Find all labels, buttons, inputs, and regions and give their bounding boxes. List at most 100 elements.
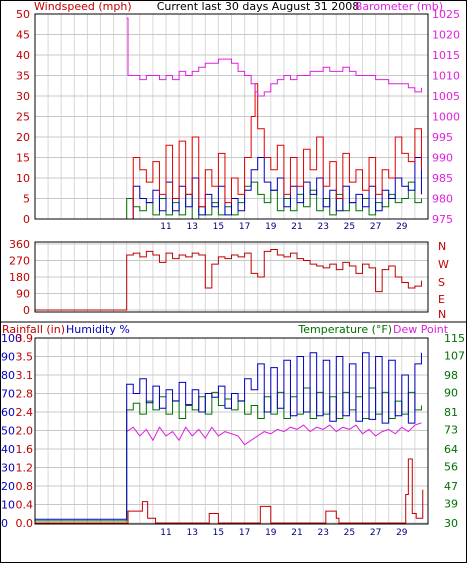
x-tick-label: 21 bbox=[291, 222, 302, 232]
temp-tick-label: 39 bbox=[444, 497, 458, 510]
temp-tick-label: 30 bbox=[444, 517, 458, 530]
temp-tick-label: 47 bbox=[444, 480, 458, 493]
rain-tick-label: 3.1 bbox=[16, 369, 34, 382]
rain-tick-label: 3.5 bbox=[16, 351, 34, 364]
x-tick-label: 11 bbox=[160, 222, 171, 232]
chart3-temp-label: Temperature (°F) bbox=[297, 323, 392, 336]
series-direction bbox=[35, 249, 422, 311]
humidity-tick-label: 70 bbox=[1, 388, 15, 401]
chart1-left-axis: 0 5 10 15 20 25 30 35 40 45 50 bbox=[16, 8, 30, 226]
x-tick-label: 19 bbox=[265, 222, 277, 232]
temp-tick-label: 90 bbox=[444, 386, 458, 399]
chart3-rain-axis: 0.0 0.4 0.8 1.2 1.6 2.0 2.4 2.8 3.1 3.5 3.9 bbox=[16, 332, 34, 530]
y-left-tick-label: 0 bbox=[23, 304, 30, 317]
chart1-right-axis: 975 980 985 990 995 1000 1005 1010 1015 1020 1025 bbox=[432, 8, 460, 226]
y-right-tick-label: 1005 bbox=[432, 90, 460, 103]
humidity-tick-label: 30 bbox=[1, 462, 15, 475]
direction-letter: N bbox=[438, 240, 446, 253]
y-left-tick-label: 25 bbox=[16, 111, 30, 124]
humidity-tick-label: 40 bbox=[1, 443, 15, 456]
x-tick-label: 21 bbox=[291, 528, 302, 538]
y-left-tick-label: 20 bbox=[16, 131, 30, 144]
temp-tick-label: 64 bbox=[444, 443, 458, 456]
rain-tick-label: 0.4 bbox=[16, 499, 34, 512]
y-right-tick-label: 1010 bbox=[432, 70, 460, 83]
series-low bbox=[35, 181, 422, 220]
chart1-left-label: Windspeed (mph) bbox=[34, 0, 132, 13]
x-tick-label: 25 bbox=[344, 528, 355, 538]
chart3-humidity-label: Humidity % bbox=[66, 323, 130, 336]
y-right-tick-label: 1025 bbox=[432, 8, 460, 21]
chart1-title: Current last 30 days August 31 2008 bbox=[157, 0, 360, 13]
y-right-tick-label: 995 bbox=[432, 131, 453, 144]
y-left-tick-label: 45 bbox=[16, 29, 30, 42]
x-tick-label: 29 bbox=[396, 528, 408, 538]
humidity-tick-label: 10 bbox=[1, 499, 15, 512]
chart3-series bbox=[35, 352, 424, 524]
y-left-tick-label: 40 bbox=[16, 49, 30, 62]
humidity-tick-label: 90 bbox=[1, 351, 15, 364]
x-tick-label: 13 bbox=[186, 528, 197, 538]
x-tick-label: 25 bbox=[344, 222, 355, 232]
rain-tick-label: 0.8 bbox=[16, 480, 34, 493]
y-right-tick-label: 1000 bbox=[432, 111, 460, 124]
humidity-tick-label: 80 bbox=[1, 369, 15, 382]
humidity-tick-label: 20 bbox=[1, 480, 15, 493]
rain-tick-label: 2.4 bbox=[16, 406, 34, 419]
rain-tick-label: 0.0 bbox=[16, 517, 34, 530]
y-right-tick-label: 1015 bbox=[432, 49, 460, 62]
rain-tick-label: 2.0 bbox=[16, 425, 34, 438]
chart3-x-axis: 11 13 15 17 19 21 23 25 27 29 bbox=[160, 528, 408, 538]
temp-tick-label: 56 bbox=[444, 460, 458, 473]
y-left-tick-label: 50 bbox=[16, 8, 30, 21]
chart3-humidity-axis: 0 10 20 30 40 50 60 70 80 90 100 bbox=[1, 332, 22, 530]
series-barometer bbox=[126, 17, 422, 97]
y-left-tick-label: 360 bbox=[9, 238, 30, 251]
y-left-tick-label: 10 bbox=[16, 172, 30, 185]
chart3-dewpoint-label: Dew Point bbox=[393, 323, 449, 336]
rain-tick-label: 3.9 bbox=[16, 332, 34, 345]
direction-letter: E bbox=[438, 293, 445, 306]
direction-letter: S bbox=[438, 276, 445, 289]
humidity-tick-label: 50 bbox=[1, 425, 15, 438]
y-left-tick-label: 180 bbox=[9, 271, 30, 284]
x-tick-label: 17 bbox=[239, 528, 250, 538]
x-tick-label: 23 bbox=[317, 528, 328, 538]
y-right-tick-label: 985 bbox=[432, 172, 453, 185]
x-tick-label: 15 bbox=[213, 222, 224, 232]
humidity-tick-label: 60 bbox=[1, 406, 15, 419]
y-left-tick-label: 30 bbox=[16, 90, 30, 103]
chart3-temp-axis: 30 39 47 56 64 73 81 90 98 107 115 bbox=[444, 332, 465, 530]
series-dewpoint bbox=[126, 422, 422, 446]
x-tick-label: 11 bbox=[160, 528, 171, 538]
direction-letter: W bbox=[438, 258, 449, 271]
x-tick-label: 29 bbox=[396, 222, 408, 232]
x-tick-label: 15 bbox=[213, 528, 224, 538]
x-tick-label: 27 bbox=[370, 222, 381, 232]
y-right-tick-label: 1020 bbox=[432, 29, 460, 42]
series-gust bbox=[126, 83, 422, 220]
chart3-rain-label: Rainfall (in) bbox=[2, 323, 65, 336]
chart3-plot-border bbox=[34, 337, 429, 525]
series-humidity bbox=[35, 352, 422, 520]
direction-letter: N bbox=[438, 308, 446, 321]
y-right-tick-label: 975 bbox=[432, 213, 453, 226]
series-rainfall bbox=[35, 458, 424, 524]
y-left-tick-label: 0 bbox=[23, 213, 30, 226]
x-tick-label: 17 bbox=[239, 222, 250, 232]
chart2-left-axis: 0 90 180 270 360 bbox=[9, 238, 30, 317]
y-left-tick-label: 90 bbox=[16, 288, 30, 301]
x-tick-label: 13 bbox=[186, 222, 197, 232]
x-tick-label: 19 bbox=[265, 528, 277, 538]
y-left-tick-label: 270 bbox=[9, 255, 30, 268]
humidity-tick-label: 100 bbox=[1, 332, 22, 345]
temp-tick-label: 98 bbox=[444, 369, 458, 382]
y-left-tick-label: 5 bbox=[23, 193, 30, 206]
y-left-tick-label: 35 bbox=[16, 70, 30, 83]
x-tick-label: 23 bbox=[317, 222, 328, 232]
temp-tick-label: 107 bbox=[444, 349, 465, 362]
chart1-right-label: Barometer (mb) bbox=[355, 0, 443, 13]
temp-tick-label: 73 bbox=[444, 423, 458, 436]
